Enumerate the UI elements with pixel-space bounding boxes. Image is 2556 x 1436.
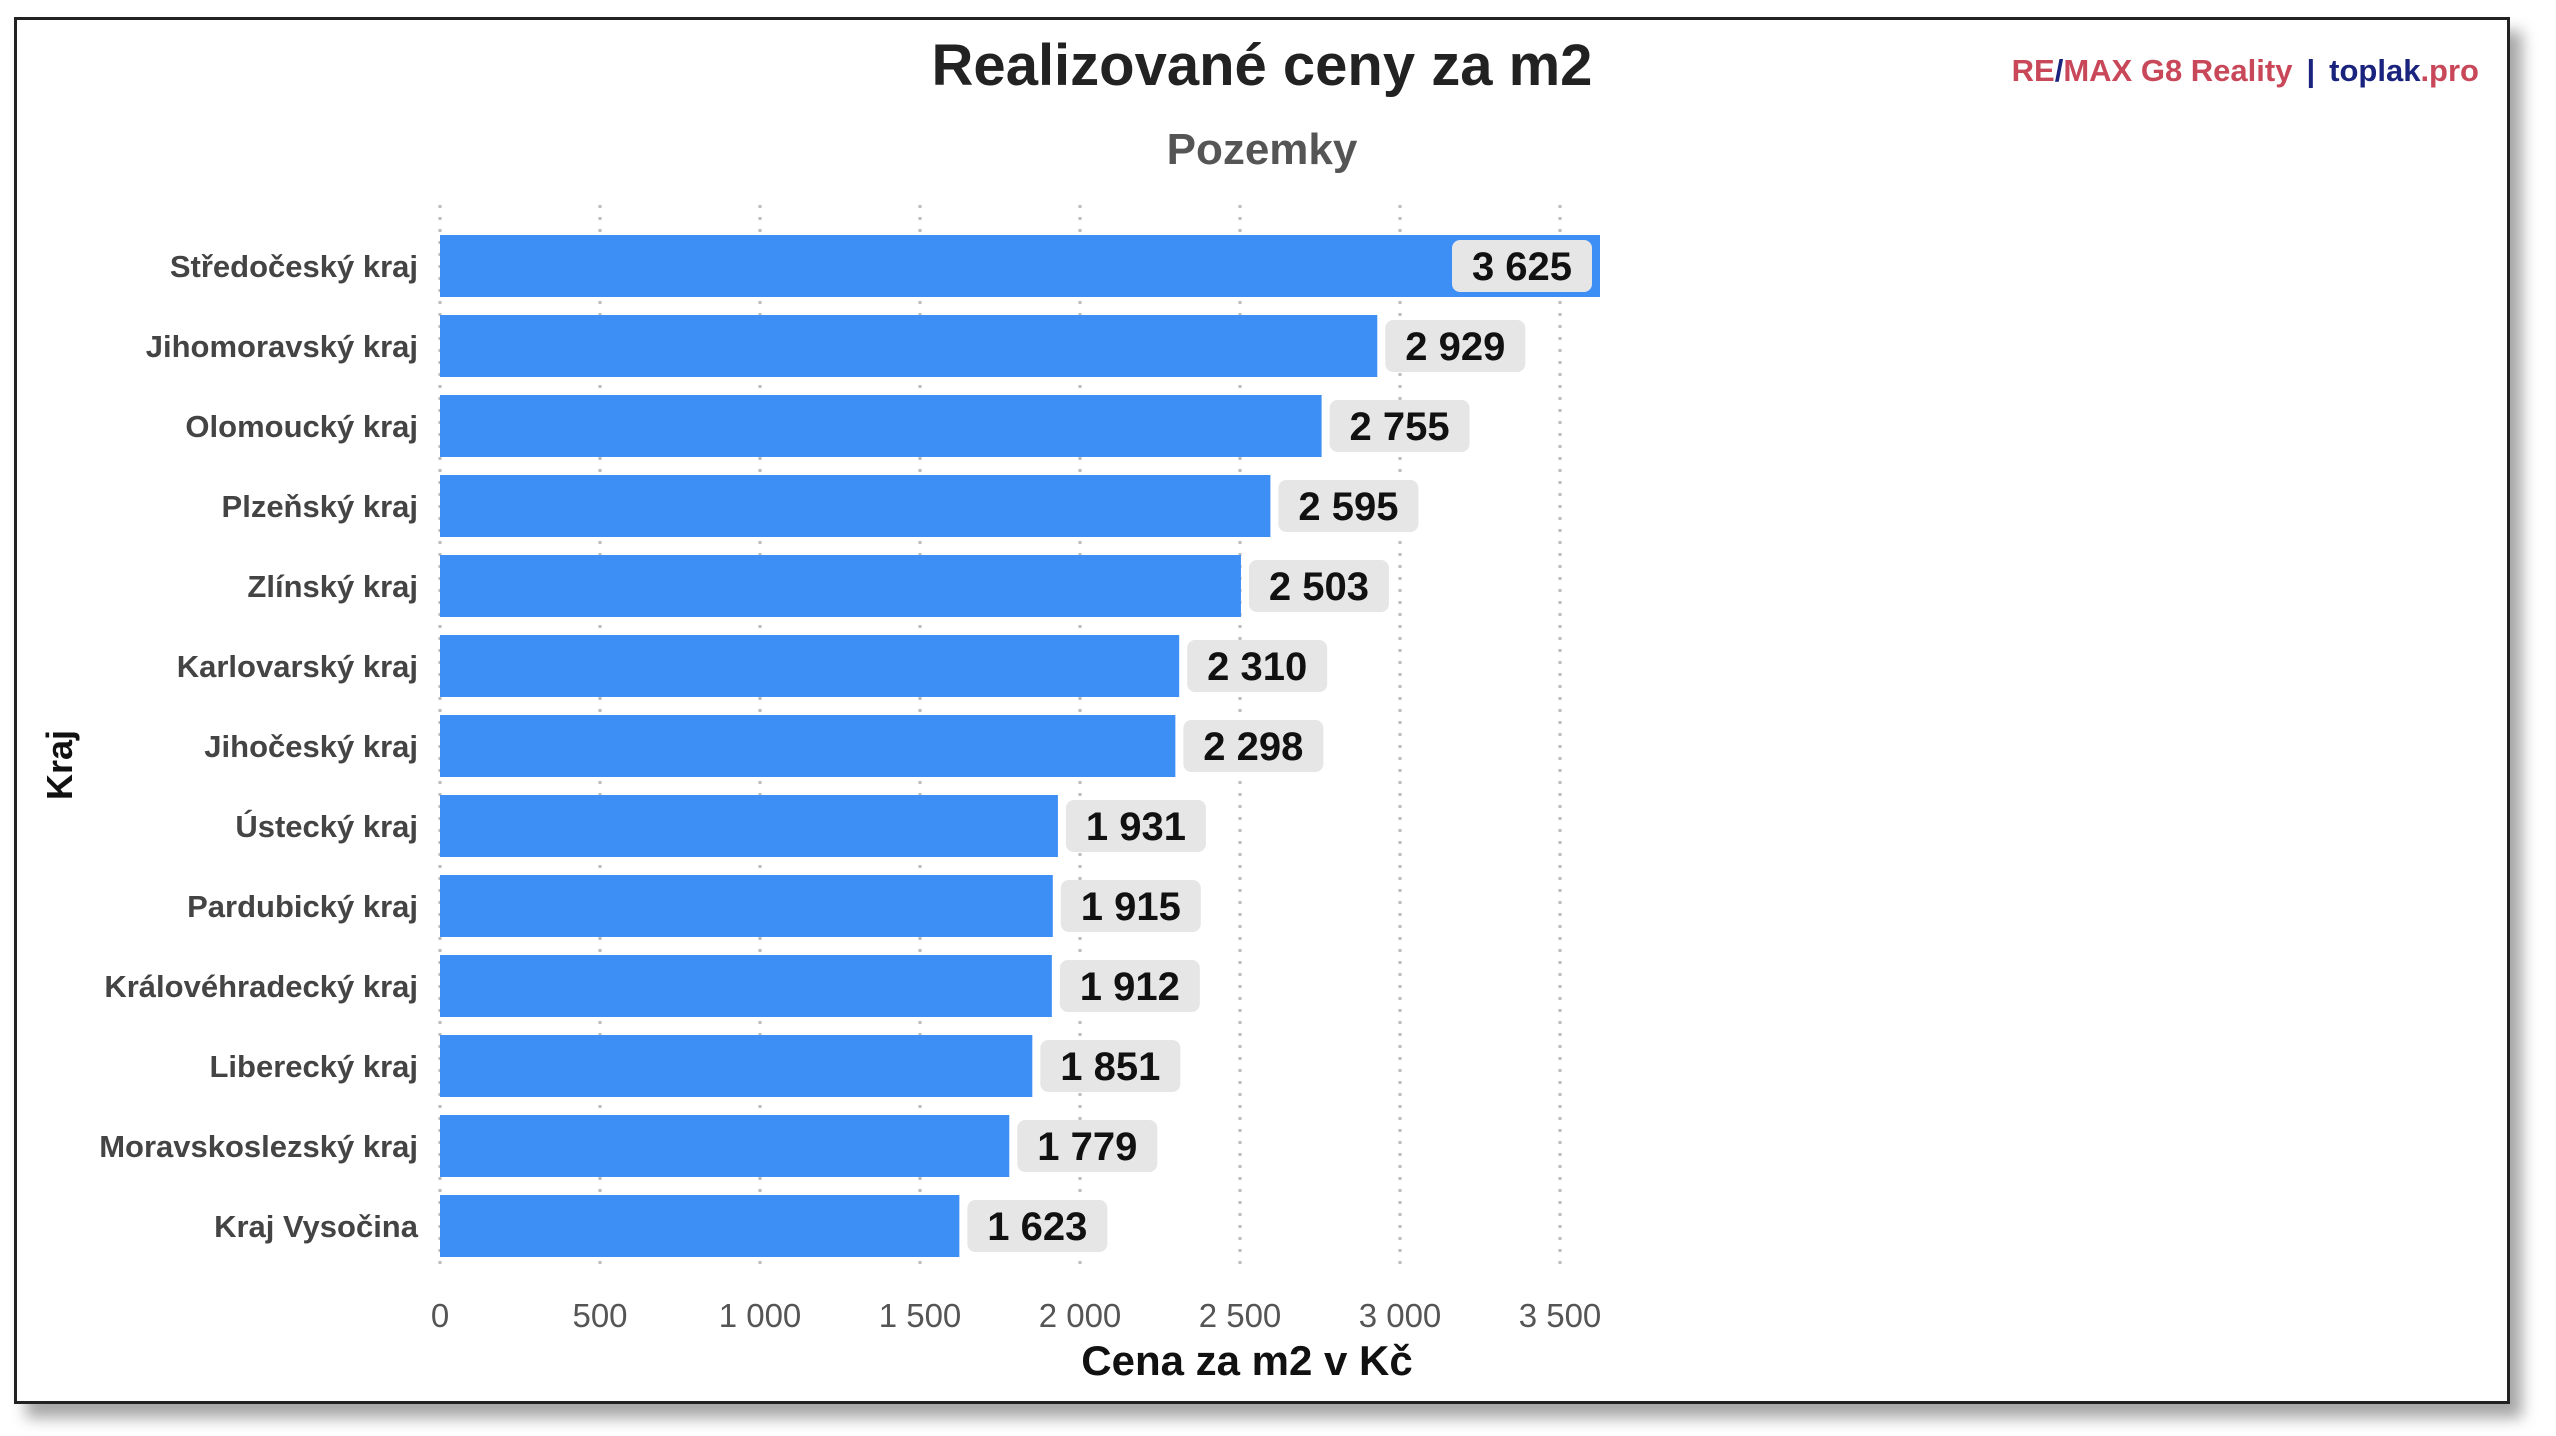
- value-label-box: [1060, 880, 1201, 932]
- x-axis-title: Cena za m2 v Kč: [1081, 1337, 1413, 1384]
- category-label: Pardubický kraj: [187, 889, 418, 924]
- value-label-box: [1040, 1040, 1181, 1092]
- bar: [440, 1115, 1010, 1177]
- bar: [440, 715, 1176, 777]
- x-tick-label: 2 000: [1039, 1297, 1122, 1334]
- value-label: 2 503: [1269, 565, 1369, 609]
- value-label-box: [1065, 800, 1206, 852]
- bar: [440, 635, 1180, 697]
- brand-remax-rest: MAX G8 Reality: [2063, 53, 2293, 88]
- category-label: Ústecký kraj: [235, 808, 418, 844]
- brand-separator: |: [2306, 53, 2316, 88]
- value-label: 3 625: [1472, 245, 1572, 289]
- value-label: 2 755: [1350, 405, 1450, 449]
- bar: [440, 1035, 1033, 1097]
- category-label: Kraj Vysočina: [214, 1209, 419, 1244]
- bar: [440, 955, 1052, 1017]
- category-label: Jihomoravský kraj: [146, 329, 418, 364]
- value-label: 1 931: [1086, 805, 1186, 849]
- value-label-box: [1385, 320, 1526, 372]
- bar: [440, 395, 1322, 457]
- value-label: 2 595: [1298, 485, 1398, 529]
- value-label: 1 623: [987, 1205, 1087, 1249]
- value-label-box: [1187, 640, 1328, 692]
- category-label: Olomoucký kraj: [185, 409, 418, 444]
- category-label: Královéhradecký kraj: [104, 969, 418, 1004]
- value-label-box: [1329, 400, 1470, 452]
- bar: [440, 1195, 960, 1257]
- category-labels: Středočeský kraj Jihomoravský kraj Olomouc…: [99, 249, 419, 1244]
- category-label: Jihočeský kraj: [204, 729, 418, 764]
- chart-frame: Realizované ceny za m2 Pozemky RE/MAX G8…: [14, 17, 2510, 1404]
- bar: [440, 475, 1271, 537]
- brand-toplak-name: toplak: [2329, 53, 2421, 88]
- category-label: Liberecký kraj: [209, 1049, 418, 1084]
- category-label: Plzeňský kraj: [222, 489, 418, 524]
- category-label: Moravskoslezský kraj: [99, 1129, 418, 1164]
- value-label: 2 310: [1207, 645, 1307, 689]
- brand-logo: RE/MAX G8 Reality | toplak.pro: [2012, 53, 2479, 89]
- category-label: Zlínský kraj: [247, 569, 418, 604]
- bar-chart: Středočeský kraj Jihomoravský kraj Olomouc…: [99, 205, 1601, 1384]
- value-labels: 3 625 2 929 2 755 2 595 2 503 2 310 2 298 1 931…: [967, 240, 1592, 1252]
- value-label: 1 779: [1037, 1125, 1137, 1169]
- value-label-box: [1452, 240, 1592, 292]
- value-label-box: [1248, 560, 1389, 612]
- bar: [440, 795, 1058, 857]
- value-label: 1 851: [1060, 1045, 1160, 1089]
- x-tick-label: 3 500: [1519, 1297, 1602, 1334]
- chart-subtitle: Pozemky: [1166, 125, 1358, 174]
- x-tick-label: 1 500: [879, 1297, 962, 1334]
- x-tick-label: 0: [431, 1297, 449, 1334]
- brand-remax-re: RE: [2011, 53, 2055, 88]
- x-tick-label: 3 000: [1359, 1297, 1442, 1334]
- bar: [440, 875, 1053, 937]
- x-tick-label: 500: [572, 1297, 627, 1334]
- brand-remax-slash: /: [2054, 53, 2064, 88]
- chart-title: Realizované ceny za m2: [931, 33, 1593, 98]
- value-label-box: [1017, 1120, 1158, 1172]
- x-tick-label: 1 000: [719, 1297, 802, 1334]
- bar: [440, 235, 1600, 297]
- category-label: Karlovarský kraj: [177, 649, 418, 684]
- bar: [440, 555, 1241, 617]
- bars: [440, 235, 1600, 1257]
- value-label: 2 298: [1203, 725, 1303, 769]
- value-label-box: [967, 1200, 1108, 1252]
- value-label-box: [1059, 960, 1200, 1012]
- brand-toplak-tld: .pro: [2420, 53, 2479, 88]
- value-label: 2 929: [1405, 325, 1505, 369]
- value-label-box: [1278, 480, 1419, 532]
- value-label: 1 912: [1080, 965, 1180, 1009]
- category-label: Středočeský kraj: [170, 249, 418, 284]
- x-tick-label: 2 500: [1199, 1297, 1282, 1334]
- x-tick-labels: 0 500 1 000 1 500 2 000 2 500 3 000 3 500: [431, 1297, 1601, 1334]
- bar: [440, 315, 1378, 377]
- value-label-box: [1183, 720, 1324, 772]
- value-label: 1 915: [1081, 885, 1181, 929]
